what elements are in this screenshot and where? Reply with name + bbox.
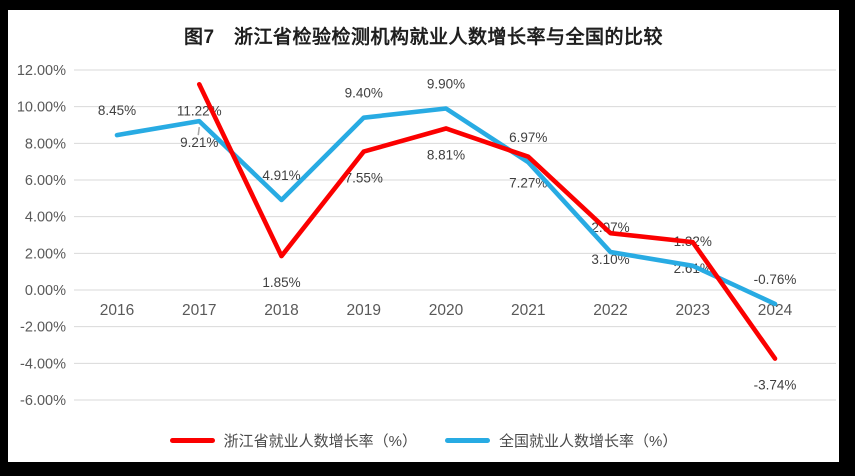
national-data-label: 9.21% [180, 135, 218, 150]
x-axis-label: 2019 [347, 302, 381, 319]
national-data-label: 9.40% [345, 86, 383, 101]
y-tick-label: 10.00% [17, 100, 66, 116]
legend-item-national: 全国就业人数增长率（%） [445, 430, 677, 451]
zhejiang-data-label: 7.27% [509, 176, 547, 191]
legend-label-zhejiang: 浙江省就业人数增长率（%） [223, 433, 417, 450]
national-data-label: 9.90% [427, 77, 465, 92]
national-data-label: 4.91% [262, 168, 300, 183]
zhejiang-data-label: 7.55% [345, 171, 383, 186]
chart-title: 图7 浙江省检验检测机构就业人数增长率与全国的比较 [183, 27, 664, 48]
national-label-leader [197, 127, 200, 136]
y-tick-label: 4.00% [25, 210, 66, 226]
y-tick-label: 8.00% [25, 136, 66, 152]
y-tick-label: -6.00% [20, 393, 66, 409]
national-line-swatch [445, 438, 490, 443]
legend-item-zhejiang: 浙江省就业人数增长率（%） [169, 430, 417, 451]
x-axis-label: 2022 [593, 302, 627, 319]
x-axis-label: 2020 [429, 302, 464, 319]
chart-legend: 浙江省就业人数增长率（%） 全国就业人数增长率（%） [8, 430, 839, 451]
x-axis-label: 2016 [100, 302, 134, 319]
line-chart-canvas: 12.00% 10.00% 8.00% 6.00% 4.00% 2.00% 0.00% -2.… [17, 63, 836, 409]
zhejiang-line-swatch [169, 438, 215, 443]
national-data-label: 8.45% [98, 103, 136, 118]
zhejiang-series-line [196, 82, 778, 361]
y-tick-label: 6.00% [25, 173, 66, 189]
x-axis-label: 2017 [182, 302, 216, 319]
x-axis-label: 2021 [511, 302, 545, 319]
x-axis-label: 2024 [758, 302, 793, 319]
y-tick-label: -2.00% [20, 320, 66, 336]
zhejiang-data-label: -3.74% [754, 378, 797, 393]
legend-label-national: 全国就业人数增长率（%） [499, 433, 678, 450]
national-data-label: 6.97% [509, 130, 547, 145]
chart-card: 图7 浙江省检验检测机构就业人数增长率与全国的比较 12.00% 10.00% 8.… [8, 10, 839, 462]
y-tick-label: 12.00% [17, 63, 66, 79]
y-tick-label: 0.00% [25, 283, 66, 299]
zhejiang-data-label: 1.85% [262, 275, 300, 290]
x-axis-label: 2018 [264, 302, 298, 319]
x-axis-label: 2023 [676, 302, 710, 319]
y-tick-label: -4.00% [20, 356, 66, 372]
zhejiang-data-label: 8.81% [427, 147, 465, 162]
y-tick-label: 2.00% [25, 246, 66, 262]
national-series-line [114, 106, 778, 307]
national-data-label: -0.76% [754, 272, 797, 287]
